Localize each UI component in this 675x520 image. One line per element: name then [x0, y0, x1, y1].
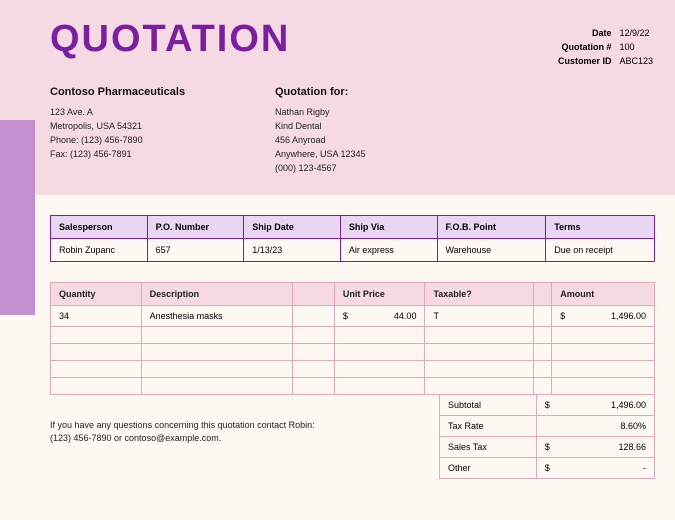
salestax-cell: $ 128.66: [536, 437, 654, 458]
meta-block: Date 12/9/22 Quotation # 100 Customer ID…: [544, 26, 653, 68]
col-unit: Unit Price: [334, 283, 425, 306]
quotation-number-value: 100: [619, 40, 634, 54]
col-shipvia: Ship Via: [340, 216, 437, 239]
val-fob: Warehouse: [437, 239, 546, 262]
other-cell: $ -: [536, 458, 654, 479]
date-value: 12/9/22: [619, 26, 649, 40]
item-desc: Anesthesia masks: [141, 306, 292, 327]
line-item-row: 34 Anesthesia masks $ 44.00 T $ 1,496.00: [51, 306, 655, 327]
footer-line1: If you have any questions concerning thi…: [50, 419, 439, 432]
item-qty: 34: [51, 306, 142, 327]
col-shipdate: Ship Date: [244, 216, 341, 239]
line-items-table: Quantity Description Unit Price Taxable?…: [50, 282, 655, 395]
order-info-table: Salesperson P.O. Number Ship Date Ship V…: [50, 215, 655, 262]
amount-currency: $: [560, 311, 565, 321]
company-addr2: Metropolis, USA 54321: [50, 119, 185, 133]
recipient-addr1: 456 Anyroad: [275, 133, 366, 147]
col-qty: Quantity: [51, 283, 142, 306]
document-title: QUOTATION: [50, 18, 290, 61]
quote-for-header: Quotation for:: [275, 85, 366, 99]
val-po: 657: [147, 239, 244, 262]
footer-note: If you have any questions concerning thi…: [50, 395, 439, 445]
val-shipdate: 1/13/23: [244, 239, 341, 262]
date-label: Date: [544, 26, 619, 40]
col-taxable: Taxable?: [425, 283, 534, 306]
recipient-company: Kind Dental: [275, 119, 366, 133]
taxrate-label: Tax Rate: [440, 416, 537, 437]
company-name: Contoso Pharmaceuticals: [50, 85, 185, 99]
company-phone: Phone: (123) 456-7890: [50, 133, 185, 147]
recipient-name: Nathan Rigby: [275, 105, 366, 119]
customer-id-label: Customer ID: [544, 54, 619, 68]
other-currency: $: [545, 463, 550, 473]
item-amount: $ 1,496.00: [552, 306, 655, 327]
taxrate-cell: 8.60%: [536, 416, 654, 437]
col-salesperson: Salesperson: [51, 216, 148, 239]
val-shipvia: Air express: [340, 239, 437, 262]
salestax-label: Sales Tax: [440, 437, 537, 458]
col-amount: Amount: [552, 283, 655, 306]
company-block: Contoso Pharmaceuticals 123 Ave. A Metro…: [50, 85, 185, 161]
quote-for-block: Quotation for: Nathan Rigby Kind Dental …: [275, 85, 366, 175]
company-addr1: 123 Ave. A: [50, 105, 185, 119]
col-po: P.O. Number: [147, 216, 244, 239]
recipient-addr2: Anywhere, USA 12345: [275, 147, 366, 161]
empty-row: [51, 378, 655, 395]
quotation-number-label: Quotation #: [544, 40, 619, 54]
amount-value: 1,496.00: [560, 311, 646, 321]
col-terms: Terms: [546, 216, 655, 239]
col-spacer1: [292, 283, 334, 306]
footer-line2: (123) 456-7890 or contoso@example.com.: [50, 432, 439, 445]
val-salesperson: Robin Zupanc: [51, 239, 148, 262]
salestax-currency: $: [545, 442, 550, 452]
item-spacer2: [534, 306, 552, 327]
other-label: Other: [440, 458, 537, 479]
col-desc: Description: [141, 283, 292, 306]
empty-row: [51, 327, 655, 344]
customer-id-value: ABC123: [619, 54, 653, 68]
val-terms: Due on receipt: [546, 239, 655, 262]
other-value: -: [545, 463, 646, 473]
item-spacer1: [292, 306, 334, 327]
col-fob: F.O.B. Point: [437, 216, 546, 239]
recipient-phone: (000) 123-4567: [275, 161, 366, 175]
unit-currency: $: [343, 311, 348, 321]
empty-row: [51, 361, 655, 378]
subtotal-value: 1,496.00: [545, 400, 646, 410]
taxrate-value: 8.60%: [545, 421, 646, 431]
item-taxable: T: [425, 306, 534, 327]
company-fax: Fax: (123) 456-7891: [50, 147, 185, 161]
unit-value: 44.00: [343, 311, 417, 321]
subtotal-cell: $ 1,496.00: [536, 395, 654, 416]
empty-row: [51, 344, 655, 361]
salestax-value: 128.66: [545, 442, 646, 452]
side-accent: [0, 120, 35, 315]
subtotal-currency: $: [545, 400, 550, 410]
item-unit-price: $ 44.00: [334, 306, 425, 327]
col-spacer2: [534, 283, 552, 306]
subtotal-label: Subtotal: [440, 395, 537, 416]
summary-table: Subtotal $ 1,496.00 Tax Rate 8.60% Sal: [439, 395, 655, 479]
